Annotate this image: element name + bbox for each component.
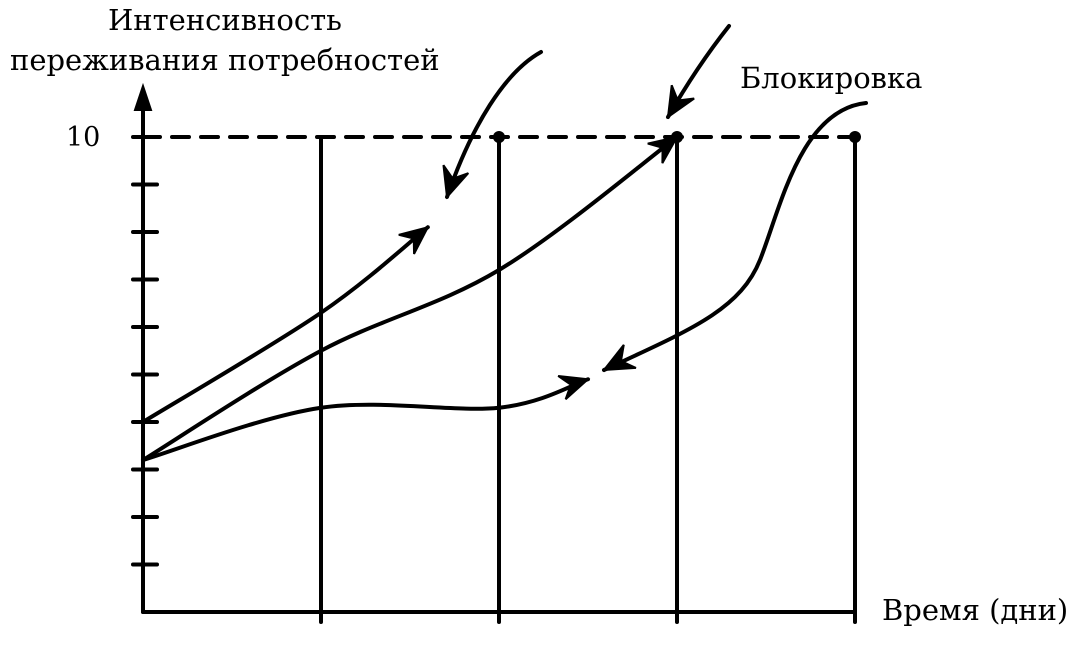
reference-point [493, 131, 505, 143]
y-tick-label-10: 10 [66, 122, 100, 153]
series-arrowhead-2 [647, 135, 679, 164]
pointer-arrow-1-head [442, 164, 470, 200]
axes [133, 82, 857, 614]
series-line-3 [141, 377, 590, 462]
pointer-arrow-blocking [602, 101, 868, 372]
pointer-arrow-1 [445, 50, 543, 199]
series-curves [141, 135, 679, 462]
pointer-arrow-2-head [666, 84, 695, 120]
y-ticks [131, 135, 159, 567]
y-axis-arrowhead [133, 82, 153, 111]
x-axis-label: Время (дни) [882, 593, 1068, 627]
reference-point [849, 131, 861, 143]
grid-lines [319, 135, 857, 624]
series-line-1 [141, 225, 430, 424]
reference-point [671, 131, 683, 143]
series-arrowhead-1 [398, 225, 430, 255]
y-axis-label-line-1: Интенсивность [108, 3, 342, 37]
annotation-blocking: Блокировка [740, 61, 922, 95]
series-arrowhead-3 [557, 374, 591, 400]
series-line-2 [141, 135, 679, 462]
y-axis-label-line-2: переживания потребностей [10, 43, 440, 77]
pointer-arrows [442, 24, 868, 372]
pointer-arrow-blocking-head [601, 344, 637, 372]
reference-points [493, 131, 861, 143]
